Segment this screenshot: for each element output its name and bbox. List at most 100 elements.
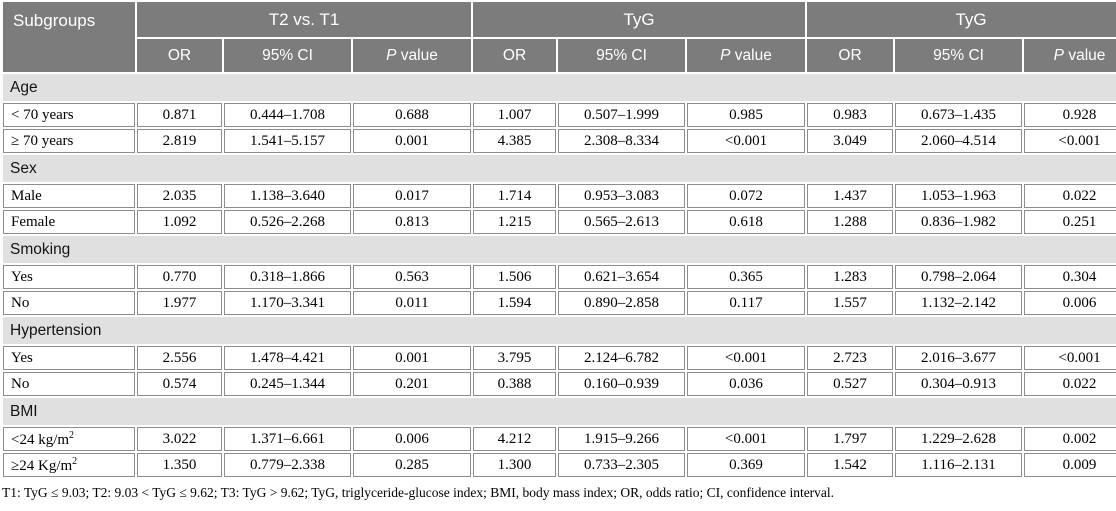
value-cell: 0.798–2.064 <box>895 265 1023 289</box>
table-row: ≥ 70 years 2.819 1.541–5.157 0.001 4.385 2.30… <box>3 129 1116 153</box>
value-cell: 0.565–2.613 <box>558 210 686 234</box>
value-cell: 0.444–1.708 <box>224 103 351 127</box>
subgroups-header-cell: Subgroups <box>3 2 135 72</box>
value-cell: 0.365 <box>687 265 806 289</box>
value-cell: 0.009 <box>1024 453 1116 477</box>
value-cell: 1.542 <box>807 453 894 477</box>
value-cell: 0.201 <box>353 372 472 396</box>
or-header: OR <box>807 39 894 72</box>
section-header: Age <box>3 74 1116 101</box>
value-cell: 0.507–1.999 <box>558 103 686 127</box>
section-header: Smoking <box>3 236 1116 263</box>
value-cell: 0.733–2.305 <box>558 453 686 477</box>
value-cell: 0.563 <box>353 265 472 289</box>
row-label: Yes <box>3 346 135 370</box>
value-cell: 0.985 <box>687 103 806 127</box>
value-cell: 0.001 <box>353 346 472 370</box>
value-cell: 3.022 <box>137 427 222 451</box>
table-row: <24 kg/m2 3.022 1.371–6.661 0.006 4.212 1.915… <box>3 427 1116 451</box>
value-cell: 1.170–3.341 <box>224 291 351 315</box>
row-label: ≥ 70 years <box>3 129 135 153</box>
value-cell: 1.116–2.131 <box>895 453 1023 477</box>
value-cell: 1.053–1.963 <box>895 184 1023 208</box>
section-row: Sex <box>3 155 1116 182</box>
value-cell: 0.304 <box>1024 265 1116 289</box>
p-value-label-italic: P <box>386 46 397 64</box>
value-cell: 0.304–0.913 <box>895 372 1023 396</box>
table-row: ≥24 Kg/m2 1.350 0.779–2.338 0.285 1.300 0.733… <box>3 453 1116 477</box>
p-value-header: P value <box>353 39 472 72</box>
p-value-header: P value <box>687 39 806 72</box>
value-cell: <0.001 <box>687 427 806 451</box>
row-label: No <box>3 291 135 315</box>
p-value-header: P value <box>1024 39 1116 72</box>
table-header: Subgroups T2 vs. T1 TyG TyG OR 95% CI P … <box>3 2 1116 72</box>
value-cell: 0.953–3.083 <box>558 184 686 208</box>
value-cell: 2.819 <box>137 129 222 153</box>
value-cell: 1.594 <box>473 291 557 315</box>
value-cell: <0.001 <box>1024 346 1116 370</box>
value-cell: 1.288 <box>807 210 894 234</box>
p-value-label-rest: value <box>730 46 772 64</box>
value-cell: 0.526–2.268 <box>224 210 351 234</box>
value-cell: 0.369 <box>687 453 806 477</box>
value-cell: <0.001 <box>687 346 806 370</box>
section-header: Sex <box>3 155 1116 182</box>
value-cell: 0.836–1.982 <box>895 210 1023 234</box>
value-cell: 0.890–2.858 <box>558 291 686 315</box>
value-cell: 1.138–3.640 <box>224 184 351 208</box>
table-row: Yes 0.770 0.318–1.866 0.563 1.506 0.621–3.654… <box>3 265 1116 289</box>
superscript: 2 <box>72 455 78 467</box>
group-header-tyg-1: TyG <box>473 2 806 37</box>
value-cell: 1.300 <box>473 453 557 477</box>
p-value-label-italic: P <box>1053 46 1065 64</box>
p-value-label-italic: P <box>720 46 731 64</box>
table-row: < 70 years 0.871 0.444–1.708 0.688 1.007 0.50… <box>3 103 1116 127</box>
value-cell: 0.813 <box>353 210 472 234</box>
value-cell: 1.283 <box>807 265 894 289</box>
value-cell: 1.714 <box>473 184 557 208</box>
value-cell: 0.251 <box>1024 210 1116 234</box>
value-cell: 0.673–1.435 <box>895 103 1023 127</box>
section-row: Age <box>3 74 1116 101</box>
value-cell: 3.049 <box>807 129 894 153</box>
subgroup-analysis-table: Subgroups T2 vs. T1 TyG TyG OR 95% CI P … <box>1 0 1116 479</box>
row-label: Yes <box>3 265 135 289</box>
group-header-tyg-2: TyG <box>807 2 1116 37</box>
value-cell: 1.350 <box>137 453 222 477</box>
value-cell: 1.371–6.661 <box>224 427 351 451</box>
value-cell: 1.797 <box>807 427 894 451</box>
value-cell: 0.779–2.338 <box>224 453 351 477</box>
value-cell: 0.688 <box>353 103 472 127</box>
value-cell: 3.795 <box>473 346 557 370</box>
value-cell: 0.983 <box>807 103 894 127</box>
section-header: BMI <box>3 398 1116 425</box>
value-cell: 1.437 <box>807 184 894 208</box>
value-cell: 0.011 <box>353 291 472 315</box>
value-cell: 0.017 <box>353 184 472 208</box>
value-cell: 1.506 <box>473 265 557 289</box>
value-cell: 0.001 <box>353 129 472 153</box>
value-cell: 0.770 <box>137 265 222 289</box>
table-body: Age < 70 years 0.871 0.444–1.708 0.688 1.007 0… <box>3 74 1116 477</box>
value-cell: 0.006 <box>353 427 472 451</box>
value-cell: 0.002 <box>1024 427 1116 451</box>
ci-header: 95% CI <box>558 39 686 72</box>
value-cell: 1.977 <box>137 291 222 315</box>
value-cell: 0.621–3.654 <box>558 265 686 289</box>
value-cell: 1.478–4.421 <box>224 346 351 370</box>
value-cell: 0.318–1.866 <box>224 265 351 289</box>
table-row: No 0.574 0.245–1.344 0.201 0.388 0.160–0.939 0… <box>3 372 1116 396</box>
value-cell: 0.871 <box>137 103 222 127</box>
value-cell: 0.618 <box>687 210 806 234</box>
value-cell: 4.385 <box>473 129 557 153</box>
table-row: Male 2.035 1.138–3.640 0.017 1.714 0.953–3.08… <box>3 184 1116 208</box>
row-label: ≥24 Kg/m2 <box>3 453 135 477</box>
table-row: Yes 2.556 1.478–4.421 0.001 3.795 2.124–6.782… <box>3 346 1116 370</box>
value-cell: 1.007 <box>473 103 557 127</box>
value-cell: 0.285 <box>353 453 472 477</box>
value-cell: 0.036 <box>687 372 806 396</box>
row-label: No <box>3 372 135 396</box>
value-cell: 0.574 <box>137 372 222 396</box>
value-cell: 0.117 <box>687 291 806 315</box>
